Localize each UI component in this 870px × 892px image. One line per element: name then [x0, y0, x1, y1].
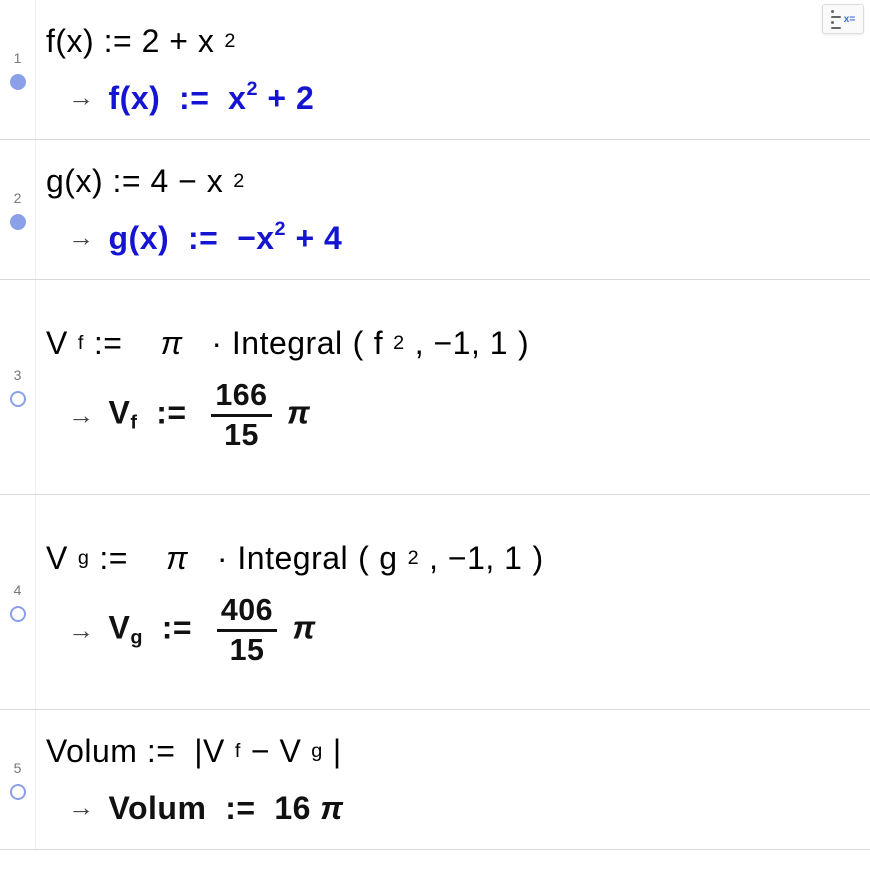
output-math: Vf := 16615 π [109, 380, 311, 450]
visibility-dot-icon[interactable] [10, 606, 26, 622]
row-content: Vg := π · Integral(g2, −1, 1) → Vg := 40… [36, 495, 870, 709]
cas-row[interactable]: 2 g(x) := 4 − x2 → g(x) := −x2 + 4 [0, 140, 870, 280]
output-expression: → Volum := 16 π [46, 789, 862, 827]
row-content: g(x) := 4 − x2 → g(x) := −x2 + 4 [36, 140, 870, 279]
list-icon [831, 10, 841, 29]
row-number: 5 [14, 760, 22, 776]
output-expression: → g(x) := −x2 + 4 [46, 219, 862, 257]
cas-row[interactable]: 5 Volum := |Vf − Vg| → Volum := 16 π [0, 710, 870, 850]
output-math: g(x) := −x2 + 4 [109, 219, 343, 257]
row-number: 3 [14, 367, 22, 383]
row-gutter: 5 [0, 710, 36, 849]
visibility-dot-icon[interactable] [10, 391, 26, 407]
input-expression[interactable]: Vf := π · Integral(f2, −1, 1) [46, 324, 862, 362]
arrow-icon: → [68, 615, 95, 646]
row-gutter: 3 [0, 280, 36, 494]
numeric-substitute-button[interactable]: x= [822, 4, 864, 34]
row-gutter: 2 [0, 140, 36, 279]
toolbar-label: x= [844, 14, 855, 25]
cas-row[interactable]: 4 Vg := π · Integral(g2, −1, 1) → Vg := … [0, 495, 870, 710]
output-math: Volum := 16 π [109, 789, 344, 827]
output-math: Vg := 40615 π [109, 595, 316, 665]
row-content: Volum := |Vf − Vg| → Volum := 16 π [36, 710, 870, 849]
row-gutter: 4 [0, 495, 36, 709]
input-expression[interactable]: f(x) := 2 + x2 [46, 22, 862, 60]
row-content: Vf := π · Integral(f2, −1, 1) → Vf := 16… [36, 280, 870, 494]
row-number: 4 [14, 582, 22, 598]
row-number: 2 [14, 190, 22, 206]
arrow-icon: → [68, 222, 95, 253]
visibility-dot-icon[interactable] [10, 74, 26, 90]
arrow-icon: → [68, 792, 95, 823]
arrow-icon: → [68, 82, 95, 113]
output-expression: → Vg := 40615 π [46, 595, 862, 665]
row-number: 1 [14, 50, 22, 66]
input-expression[interactable]: Volum := |Vf − Vg| [46, 732, 862, 770]
row-content: f(x) := 2 + x2 → f(x) := x2 + 2 [36, 0, 870, 139]
visibility-dot-icon[interactable] [10, 784, 26, 800]
cas-rows: 1 f(x) := 2 + x2 → f(x) := x2 + 2 2 g(x)… [0, 0, 870, 850]
output-math: f(x) := x2 + 2 [109, 79, 315, 117]
cas-row[interactable]: 3 Vf := π · Integral(f2, −1, 1) → Vf := … [0, 280, 870, 495]
input-expression[interactable]: g(x) := 4 − x2 [46, 162, 862, 200]
cas-row[interactable]: 1 f(x) := 2 + x2 → f(x) := x2 + 2 [0, 0, 870, 140]
output-expression: → Vf := 16615 π [46, 380, 862, 450]
input-expression[interactable]: Vg := π · Integral(g2, −1, 1) [46, 539, 862, 577]
visibility-dot-icon[interactable] [10, 214, 26, 230]
row-gutter: 1 [0, 0, 36, 139]
arrow-icon: → [68, 400, 95, 431]
output-expression: → f(x) := x2 + 2 [46, 79, 862, 117]
